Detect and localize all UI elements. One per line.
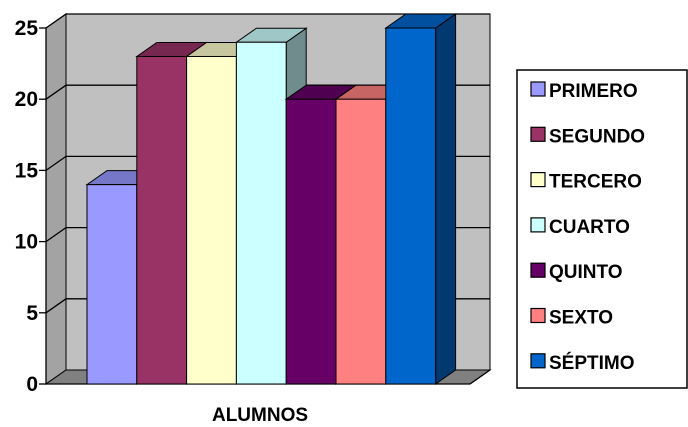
x-axis-label: ALUMNOS <box>212 405 308 426</box>
legend-item-tercero: TERCERO <box>530 172 642 193</box>
legend-item-cuarto: CUARTO <box>530 217 630 238</box>
bars <box>85 13 458 385</box>
legend-item-segundo: SEGUNDO <box>530 126 645 147</box>
legend: PRIMERO SEGUNDO TERCERO CUARTO QUINTO SEXTO SÉ… <box>516 69 688 389</box>
legend-item-quinto: QUINTO <box>530 262 623 283</box>
y-tick-label: 0 <box>26 373 38 396</box>
side-wall <box>45 13 67 385</box>
legend-item-séptimo: SÉPTIMO <box>530 352 635 374</box>
legend-swatch <box>530 172 546 188</box>
legend-label: SEGUNDO <box>549 126 645 147</box>
bar-front <box>235 41 287 385</box>
bar-side <box>435 13 457 385</box>
bar-séptimo <box>384 13 458 385</box>
legend-item-sexto: SEXTO <box>530 307 613 329</box>
bar-front <box>285 98 337 385</box>
y-tick-label: 10 <box>15 231 38 254</box>
y-tick-labels: 0 5 10 15 20 25 <box>15 17 39 396</box>
legend-label: TERCERO <box>549 172 642 193</box>
bar-front <box>136 55 188 385</box>
legend-swatch <box>530 126 546 142</box>
legend-swatch <box>530 353 546 369</box>
bar-front <box>86 184 138 385</box>
legend-swatch <box>530 81 546 97</box>
legend-label: CUARTO <box>549 217 630 238</box>
legend-swatch <box>530 217 546 233</box>
legend-label: SÉPTIMO <box>549 352 635 374</box>
floor-edge <box>469 369 491 385</box>
legend-label: PRIMERO <box>549 81 638 102</box>
y-tick-label: 25 <box>15 17 39 40</box>
y-tick-label: 20 <box>15 88 38 111</box>
y-tick-label: 15 <box>15 159 39 182</box>
legend-swatch <box>530 307 546 324</box>
legend-swatch <box>530 262 546 278</box>
legend-label: SEXTO <box>549 308 613 329</box>
bar-front <box>186 55 237 385</box>
bar-front <box>335 98 387 385</box>
y-tick-label: 5 <box>26 302 38 325</box>
gridline <box>45 13 490 29</box>
legend-label: QUINTO <box>549 262 623 283</box>
bar-front <box>385 27 437 385</box>
legend-item-primero: PRIMERO <box>530 81 638 102</box>
